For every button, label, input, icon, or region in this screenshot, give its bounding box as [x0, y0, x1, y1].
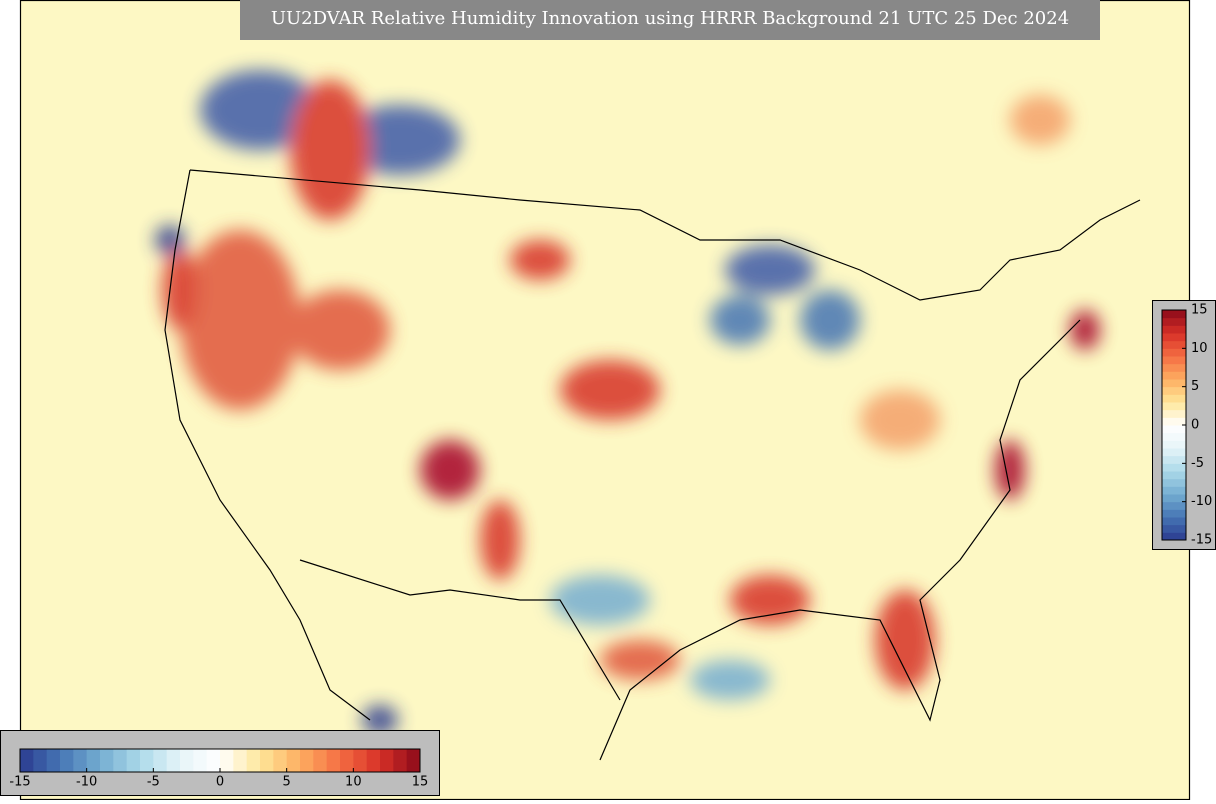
colorbar-segment	[1162, 532, 1186, 541]
colorbar-segment	[1162, 402, 1186, 411]
colorbar-segment	[246, 749, 261, 772]
colorbar-segment	[273, 749, 288, 772]
tick-label: -5	[1191, 456, 1204, 471]
colorbar-segment	[60, 749, 74, 772]
tick-label: 5	[1191, 379, 1199, 394]
colorbar-segment	[1162, 379, 1186, 388]
humidity-field	[155, 70, 1100, 735]
colorbar-segment	[180, 749, 194, 772]
colorbar-segment	[1162, 448, 1186, 457]
colorbar-segment	[1162, 478, 1186, 487]
colorbar-segment	[1162, 325, 1186, 334]
colorbar-segment	[406, 749, 421, 772]
tick-label: -10	[1191, 494, 1212, 509]
colorbar-segment	[1162, 494, 1186, 503]
colorbar-segment	[1162, 524, 1186, 533]
coastline	[164, 169, 371, 721]
colorbar-segment	[193, 749, 208, 772]
colorbar-segment	[1162, 310, 1186, 319]
colorbar-segment	[1162, 501, 1186, 510]
colorbar-segment	[1162, 317, 1186, 326]
colorbar-segment	[73, 749, 88, 772]
colorbar-segment	[1162, 371, 1186, 380]
tick-label: 10	[345, 775, 362, 790]
colorbar-segment	[300, 749, 314, 772]
colorbar-segment	[340, 749, 354, 772]
map-title: UU2DVAR Relative Humidity Innovation usi…	[271, 8, 1069, 29]
colorbar-segment	[366, 749, 381, 772]
country-border	[189, 169, 1141, 301]
colorbar-segment	[1162, 417, 1186, 426]
colorbar-segment	[140, 749, 154, 772]
colorbar-segment	[1162, 340, 1186, 349]
colorbar-segment	[1162, 463, 1186, 472]
colorbar-segment	[1162, 509, 1186, 518]
colorbar-segment	[393, 749, 408, 772]
colorbar-segment	[100, 749, 114, 772]
colorbar: 15 10 5 0 -5 -10 -15	[1161, 303, 1212, 548]
colorbar-segment	[233, 749, 248, 772]
colorbar-segment	[46, 749, 61, 772]
colorbar-segment	[1162, 386, 1186, 395]
border	[299, 559, 621, 701]
colorbar-segment	[1162, 409, 1186, 418]
colorbar-segment	[206, 749, 221, 772]
colorbar-segment	[1162, 425, 1186, 434]
colorbar-segment	[326, 749, 341, 772]
colorbar-segment	[153, 749, 168, 772]
colorbar-segment	[1162, 363, 1186, 372]
tick-label: 15	[1191, 303, 1208, 318]
colorbar-segment	[313, 749, 328, 772]
colorbar: -15 -10 -5 0 5 10 15	[9, 748, 429, 790]
colorbar-segment	[1162, 471, 1186, 480]
tick-label: -15	[1191, 533, 1212, 548]
tick-label: 0	[1191, 418, 1199, 433]
colorbar-segment	[166, 749, 181, 772]
colorbar-segment	[1162, 517, 1186, 526]
tick-label: -10	[76, 775, 97, 790]
colorbar-segment	[380, 749, 394, 772]
colorbar-segment	[220, 749, 234, 772]
colorbar-segment	[1162, 432, 1186, 441]
colorbar-segment	[20, 749, 34, 772]
colorbar-segment	[1162, 440, 1186, 449]
colorbar-segment	[260, 749, 274, 772]
colorbar-segment	[1162, 486, 1186, 495]
tick-label: 15	[412, 775, 429, 790]
colorbar-segment	[126, 749, 141, 772]
colorbar-segment	[1162, 356, 1186, 365]
coastline	[599, 319, 1081, 761]
colorbar-segment	[1162, 348, 1186, 357]
colorbar-segment	[353, 749, 368, 772]
colorbar-segment	[1162, 333, 1186, 342]
title-box	[240, 0, 1100, 40]
tick-label: -15	[9, 775, 30, 790]
tick-label: -5	[147, 775, 160, 790]
colorbar-segment	[86, 749, 101, 772]
colorbar-segment	[1162, 455, 1186, 464]
colorbar-segment	[33, 749, 48, 772]
tick-label: 10	[1191, 341, 1208, 356]
colorbar-segment	[286, 749, 301, 772]
colorbar-segment	[113, 749, 128, 772]
tick-label: 5	[283, 775, 291, 790]
tick-label: 0	[216, 775, 224, 790]
colorbar-segment	[1162, 394, 1186, 403]
